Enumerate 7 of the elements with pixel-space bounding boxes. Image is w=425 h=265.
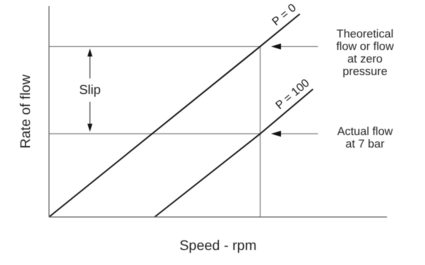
ref-line-label: Theoretical flow or flow at zero pressure xyxy=(336,28,394,78)
y-axis-title: Rate of flow xyxy=(17,74,33,148)
text: P = 0 xyxy=(270,2,299,28)
ref-line-label: Actual flow at 7 bar xyxy=(337,126,394,150)
text: P = 100 xyxy=(274,77,312,112)
annotation: Slip xyxy=(79,82,101,98)
x-axis-title: Speed - rpm xyxy=(179,237,257,253)
